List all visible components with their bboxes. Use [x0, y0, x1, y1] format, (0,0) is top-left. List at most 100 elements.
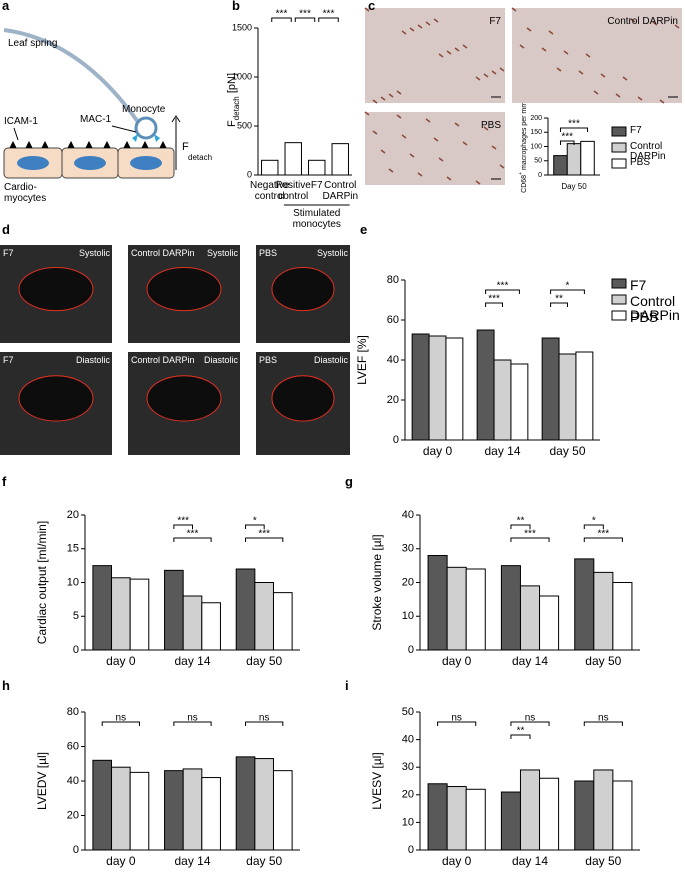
bar: [427, 555, 448, 651]
bar: [593, 769, 614, 851]
bar: [558, 353, 577, 441]
significance-bracket: [437, 721, 477, 726]
cell-stain: [438, 157, 444, 162]
cell-stain: [433, 18, 439, 23]
y-tick-label: 10: [402, 610, 414, 622]
significance-bracket: [583, 721, 623, 726]
bar: [182, 768, 203, 851]
significance-bracket: [294, 17, 316, 22]
cell-stain: [491, 145, 497, 150]
image-label: Control DARPin: [131, 248, 195, 258]
significance-label: ***: [323, 9, 335, 20]
image-label: Systolic: [316, 248, 348, 258]
significance-label: ***: [561, 132, 573, 143]
cell-stain: [454, 122, 460, 127]
legend-swatch: [611, 126, 627, 137]
y-tick-label: 10: [67, 576, 79, 588]
cell-stain: [499, 67, 505, 72]
legend-label: Control DARPin: [630, 293, 680, 323]
y-tick-label: 0: [408, 644, 414, 656]
cell-stain: [372, 130, 378, 135]
bar: [476, 329, 495, 441]
cell-stain: [475, 180, 481, 185]
significance-label: ns: [525, 713, 536, 724]
significance-label: **: [517, 726, 525, 737]
image-label: Systolic: [206, 248, 238, 258]
bar: [519, 585, 541, 651]
y-tick-label: 50: [534, 158, 542, 165]
histology-image: [365, 112, 505, 185]
panel-letter: a: [2, 0, 10, 13]
cell-stain: [396, 90, 402, 95]
y-title-part: detach: [232, 96, 241, 120]
legend-label: PBS: [630, 157, 651, 168]
panel-letter: b: [232, 0, 240, 13]
y-tick-label: 40: [67, 775, 79, 787]
image-label: Diastolic: [75, 355, 110, 365]
diagram-label: F: [182, 141, 189, 153]
ventricle: [271, 375, 335, 422]
legend-label: Control DARPin: [630, 141, 666, 162]
y-tick-label: 0: [73, 644, 79, 656]
arrow-head: [171, 115, 181, 123]
significance-bracket: [173, 537, 212, 542]
cell-stain: [652, 21, 658, 26]
cell-stain: [483, 126, 489, 131]
bar: [331, 143, 349, 176]
y-axis-title: LVESV [µl]: [370, 752, 384, 809]
significance-label: **: [555, 294, 563, 305]
y-tick-label: 200: [530, 115, 542, 122]
y-tick-label: 40: [402, 734, 414, 746]
y-tick-label: 40: [402, 509, 414, 521]
diagram-label: ICAM-1: [4, 116, 38, 127]
nucleus: [17, 156, 49, 170]
cell-stain: [462, 44, 468, 49]
diagram-a: [3, 28, 181, 179]
x-tick-label: day 14: [174, 854, 211, 868]
x-tick-label: day 50: [246, 654, 283, 668]
x-tick-label: day 50: [549, 444, 586, 458]
image-label: Diastolic: [203, 355, 238, 365]
histology-image: [512, 8, 682, 103]
significance-bracket: [583, 524, 604, 529]
y-tick-label: 15: [67, 543, 79, 555]
significance-bracket: [245, 721, 284, 726]
x-tick-label: Day 50: [561, 182, 587, 191]
y-title-part: +: [518, 172, 524, 175]
bar: [92, 759, 113, 851]
bar: [254, 758, 274, 851]
significance-label: ***: [597, 529, 609, 540]
legend-label: PBS: [630, 309, 659, 325]
significance-bracket: [173, 721, 212, 726]
bar: [580, 140, 595, 176]
cell-stain: [526, 27, 532, 32]
y-axis-title: Stroke volume [µl]: [370, 534, 384, 630]
y-tick-label: 500: [237, 120, 252, 130]
arrow: [111, 125, 137, 133]
bar: [111, 577, 131, 651]
significance-label: ***: [187, 529, 199, 540]
significance-label: ***: [497, 281, 509, 292]
x-tick-label: Control DARPin: [322, 180, 359, 202]
panel-letter: f: [2, 474, 7, 489]
x-tick-label: day 0: [422, 444, 453, 458]
y-tick-label: 20: [387, 394, 399, 406]
significance-bracket: [485, 302, 503, 307]
bar: [446, 786, 467, 851]
significance-label: ***: [258, 529, 270, 540]
ventricle: [146, 267, 222, 312]
monocyte: [134, 116, 158, 140]
bar: [612, 582, 633, 651]
x-tick-label: day 14: [174, 654, 211, 668]
cell-stain: [593, 90, 599, 95]
diagram-label: Monocyte: [122, 104, 166, 115]
y-tick-label: 20: [67, 809, 79, 821]
x-tick-label: day 0: [441, 854, 472, 868]
cell-stain: [585, 53, 591, 58]
cell-stain: [417, 24, 423, 29]
image-label: Control DARPin: [607, 16, 678, 27]
bar: [500, 791, 521, 851]
ventricle: [146, 375, 222, 422]
significance-label: ***: [488, 294, 500, 305]
image-label: F7: [3, 355, 14, 365]
